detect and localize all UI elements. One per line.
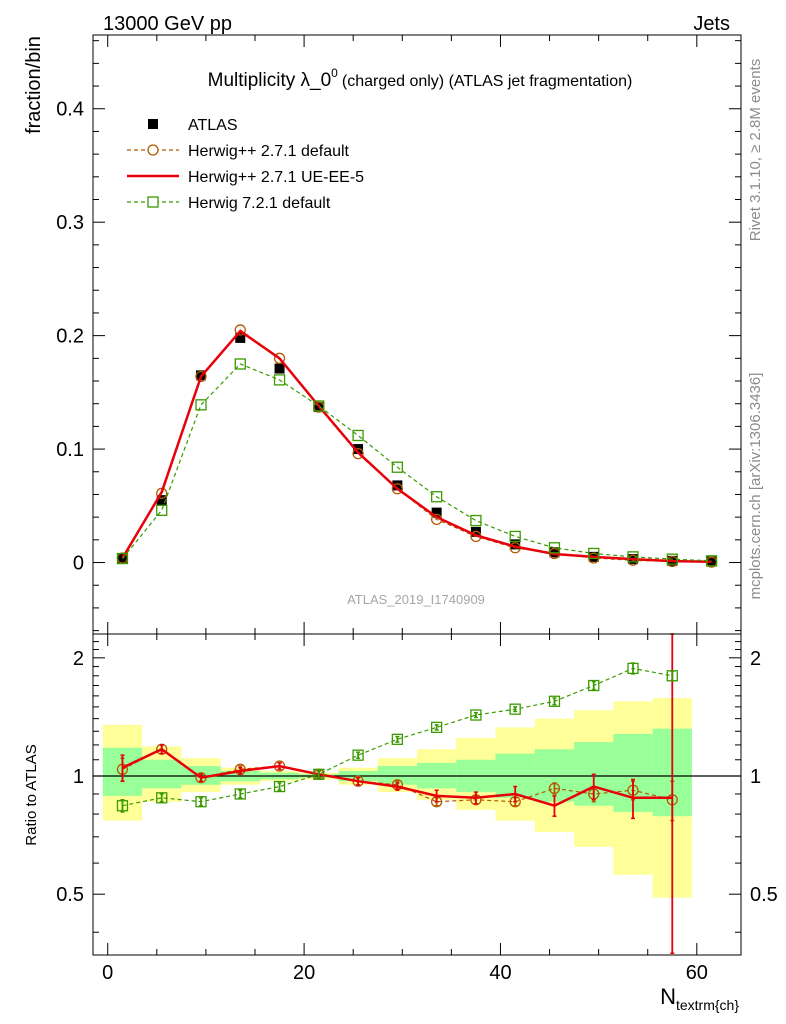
ratio-y-tick-label-right: 2 xyxy=(750,648,761,670)
x-tick-label: 0 xyxy=(102,962,113,984)
ratio-point-marker xyxy=(116,800,129,812)
main-plot-title: Multiplicity λ_00 (charged only) (ATLAS j… xyxy=(208,66,633,91)
main-y-tick-label: 0.4 xyxy=(56,99,84,121)
legend-label: ATLAS xyxy=(188,117,238,134)
data-point-marker xyxy=(234,324,246,336)
ratio-y-axis-label: Ratio to ATLAS xyxy=(23,744,40,845)
ratio-point-marker xyxy=(273,780,286,793)
series-3 xyxy=(116,358,718,567)
main-y-tick-label: 0.1 xyxy=(56,439,84,461)
legend-entry: Herwig 7.2.1 default xyxy=(127,195,331,212)
data-point-marker xyxy=(431,507,442,518)
main-plot-panel: Multiplicity λ_00 (charged only) (ATLAS j… xyxy=(23,34,742,635)
ratio-point-marker xyxy=(430,721,443,734)
ratio-plot-frame xyxy=(92,633,742,956)
main-y-tick-label: 0.2 xyxy=(56,326,84,348)
ratio-y-tick-label-right: 1 xyxy=(750,766,761,788)
ratio-series-1 xyxy=(120,633,675,955)
ratio-point-marker xyxy=(195,796,207,808)
series-line xyxy=(122,363,712,562)
ratio-point-marker xyxy=(352,749,364,761)
main-y-tick-label: 0.3 xyxy=(56,212,84,234)
legend-marker xyxy=(147,144,159,156)
data-point-marker xyxy=(116,552,129,565)
rivet-version-label: Rivet 3.1.10, ≥ 2.8M events xyxy=(747,59,764,242)
data-point-marker xyxy=(352,447,364,460)
legend-entry: Herwig++ 2.7.1 default xyxy=(127,143,350,160)
data-point-marker xyxy=(391,461,404,473)
main-y-tick-label: 0 xyxy=(73,553,84,575)
ratio-point-marker xyxy=(627,662,639,675)
ratio-series-2 xyxy=(116,662,678,813)
legend-entry: Herwig++ 2.7.1 UE-EE-5 xyxy=(127,169,364,186)
data-point-marker xyxy=(235,332,246,343)
ratio-point-marker xyxy=(156,792,168,804)
ratio-y-tick-label-right: 0.5 xyxy=(750,884,778,906)
x-axis-label: Ntextrm{ch} xyxy=(660,984,739,1013)
ratio-point-marker xyxy=(548,782,561,795)
x-tick-label: 40 xyxy=(489,962,511,984)
ratio-point-marker xyxy=(391,733,404,745)
header-left-label: 13000 GeV pp xyxy=(103,13,232,35)
ratio-point-marker xyxy=(666,670,678,682)
legend-label: Herwig 7.2.1 default xyxy=(188,195,331,212)
data-point-marker xyxy=(666,553,678,565)
ratio-point-marker xyxy=(234,788,246,800)
data-point-marker xyxy=(627,551,639,563)
header-right-label: Jets xyxy=(693,13,730,35)
mcplots-reference-label: mcplots.cern.ch [arXiv:1306.3436] xyxy=(747,373,764,600)
ratio-point-marker xyxy=(470,709,482,721)
data-point-marker xyxy=(510,539,521,550)
ratio-point-marker xyxy=(313,768,325,780)
series-2 xyxy=(121,329,712,563)
data-point-marker xyxy=(313,400,325,412)
ratio-y-tick-label-left: 2 xyxy=(73,648,84,670)
ratio-point-marker xyxy=(588,679,600,692)
data-point-marker xyxy=(234,358,246,370)
data-point-marker xyxy=(430,491,443,503)
ratio-y-tick-label-left: 0.5 xyxy=(56,884,84,906)
stat-band-bin xyxy=(142,759,182,789)
data-point-marker xyxy=(352,429,364,442)
x-tick-label: 20 xyxy=(293,962,315,984)
series-1 xyxy=(116,324,718,568)
data-point-marker xyxy=(274,363,285,374)
legend-label: Herwig++ 2.7.1 UE-EE-5 xyxy=(188,169,364,186)
series-line xyxy=(121,329,712,563)
x-tick-label: 60 xyxy=(686,962,708,984)
data-point-marker xyxy=(392,480,403,491)
data-point-marker xyxy=(705,555,718,567)
legend-label: Herwig++ 2.7.1 default xyxy=(188,143,350,160)
ratio-plot-panel: Ratio to ATLAS 0.5 0.51 12 20 20 40 60 Ntextrm… xyxy=(23,633,778,1013)
data-point-marker xyxy=(156,504,168,516)
data-point-marker xyxy=(195,370,207,383)
data-point-marker xyxy=(548,542,561,554)
legend: ATLAS Herwig++ 2.7.1 default Herwig++ 2.7.… xyxy=(127,117,364,212)
data-point-marker xyxy=(273,352,286,364)
data-point-marker xyxy=(509,530,521,543)
data-point-marker xyxy=(706,556,717,567)
ratio-point-marker xyxy=(548,695,561,707)
ratio-series-line xyxy=(122,667,673,807)
ratio-y-tick-label-left: 1 xyxy=(73,766,84,788)
data-point-marker xyxy=(588,547,600,560)
data-point-marker xyxy=(470,514,482,527)
legend-entry: ATLAS xyxy=(148,117,238,134)
data-point-marker xyxy=(156,495,167,506)
analysis-watermark: ATLAS_2019_I1740909 xyxy=(347,592,485,607)
data-point-marker xyxy=(391,483,404,495)
main-y-axis-label: fraction/bin xyxy=(23,36,45,134)
ratio-point-marker xyxy=(509,703,521,715)
data-point-marker xyxy=(273,374,286,386)
legend-marker xyxy=(148,119,158,129)
legend-marker xyxy=(147,196,159,208)
data-point-marker xyxy=(195,399,207,411)
